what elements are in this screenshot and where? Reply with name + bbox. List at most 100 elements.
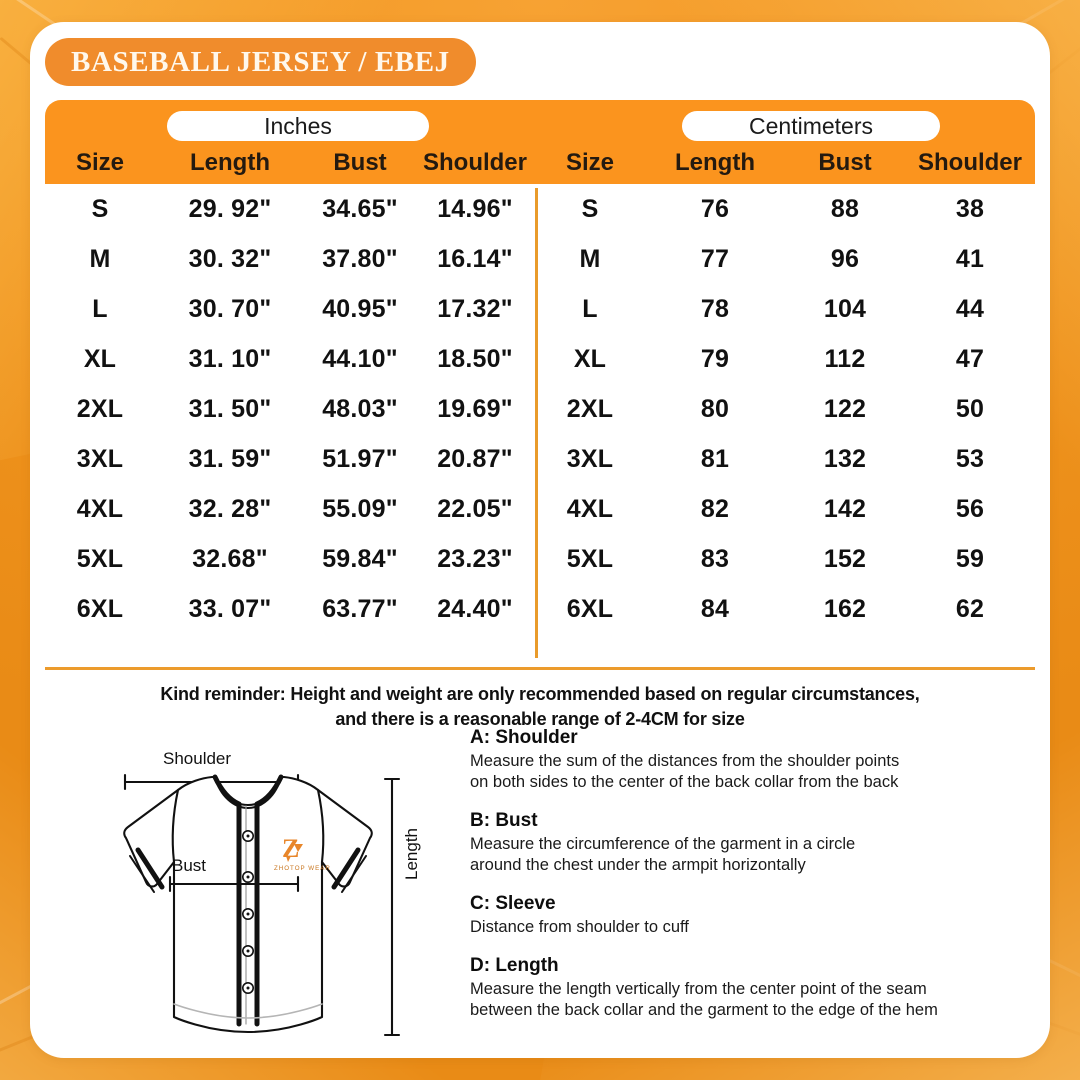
header-size: Size xyxy=(75,149,125,176)
cell-bust: 88 xyxy=(830,194,860,223)
diagram-label-shoulder: Shoulder xyxy=(163,749,232,768)
table-row: 5XL 32.68" 59.84" 23.23" xyxy=(45,534,535,584)
cell-bust: 142 xyxy=(823,494,867,523)
size-chart-card: BASEBALL JERSEY / EBEJ Inches Centimeter… xyxy=(30,22,1050,1058)
cell-bust: 34.65" xyxy=(322,194,398,223)
kind-reminder: Kind reminder: Height and weight are onl… xyxy=(70,682,1010,732)
instruction-line-2: on both sides to the center of the back … xyxy=(470,773,899,791)
instruction-body: Measure the sum of the distances from th… xyxy=(470,751,1040,793)
table-row: M 30. 32" 37.80" 16.14" xyxy=(45,234,535,284)
cell-size: 3XL xyxy=(566,444,614,473)
table-row: 4XL 82 142 56 xyxy=(535,484,1035,534)
unit-badge-centimeters: Centimeters xyxy=(682,111,940,141)
cell-length: 31. 50" xyxy=(188,394,272,423)
cell-shoulder: 22.05" xyxy=(437,494,513,523)
page-title-text: BASEBALL JERSEY / EBEJ xyxy=(71,45,450,78)
cell-size: M xyxy=(89,244,111,273)
cell-length: 32. 28" xyxy=(188,494,272,523)
cell-shoulder: 19.69" xyxy=(437,394,513,423)
header-bust: Bust xyxy=(818,149,872,176)
table-row: L 30. 70" 40.95" 17.32" xyxy=(45,284,535,334)
cell-bust: 55.09" xyxy=(322,494,398,523)
table-row: 4XL 32. 28" 55.09" 22.05" xyxy=(45,484,535,534)
jersey-measurement-diagram: Z ZHOTOP WEAR Shoulder Bust Length xyxy=(50,732,475,1057)
cell-bust: 48.03" xyxy=(322,394,398,423)
cell-bust: 112 xyxy=(824,344,866,373)
cell-shoulder: 41 xyxy=(955,244,985,273)
cell-bust: 96 xyxy=(830,244,860,273)
cell-shoulder: 56 xyxy=(955,494,985,523)
cell-shoulder: 59 xyxy=(955,544,985,573)
cell-length: 82 xyxy=(700,494,730,523)
table-row: L 78 104 44 xyxy=(535,284,1035,334)
cell-bust: 162 xyxy=(823,594,867,623)
cell-size: 4XL xyxy=(566,494,614,523)
cell-bust: 40.95" xyxy=(322,294,398,323)
cell-shoulder: 16.14" xyxy=(437,244,513,273)
cell-size: 2XL xyxy=(76,394,124,423)
instruction-title: D: Length xyxy=(470,955,559,976)
cell-length: 30. 70" xyxy=(188,294,272,323)
cell-shoulder: 23.23" xyxy=(437,544,513,573)
jersey-illustration-icon: Z ZHOTOP WEAR xyxy=(123,773,401,1037)
cell-size: 3XL xyxy=(76,444,124,473)
instruction-line-1: Distance from shoulder to cuff xyxy=(470,918,689,936)
cell-length: 78 xyxy=(700,294,730,323)
header-length: Length xyxy=(190,149,270,176)
unit-badge-inches: Inches xyxy=(167,111,429,141)
instruction-title: A: Shoulder xyxy=(470,727,578,748)
cell-bust: 132 xyxy=(823,444,867,473)
table-row: 6XL 33. 07" 63.77" 24.40" xyxy=(45,584,535,634)
header-length: Length xyxy=(675,149,755,176)
table-row: S 29. 92" 34.65" 14.96" xyxy=(45,184,535,234)
table-row: 6XL 84 162 62 xyxy=(535,584,1035,634)
cell-size: S xyxy=(91,194,109,223)
unit-badge-inches-label: Inches xyxy=(264,112,332,139)
cell-length: 76 xyxy=(700,194,730,223)
table-row: M 77 96 41 xyxy=(535,234,1035,284)
button-icon xyxy=(242,830,255,995)
cell-size: L xyxy=(92,294,108,323)
cell-shoulder: 20.87" xyxy=(437,444,513,473)
instruction-line-1: Measure the sum of the distances from th… xyxy=(470,752,900,770)
instruction-title: C: Sleeve xyxy=(470,893,556,914)
cell-bust: 122 xyxy=(823,394,867,423)
instruction-line-1: Measure the length vertically from the c… xyxy=(470,980,927,998)
svg-text:ZHOTOP WEAR: ZHOTOP WEAR xyxy=(274,865,331,872)
cell-length: 81 xyxy=(700,444,730,473)
cell-length: 31. 10" xyxy=(188,344,272,373)
cell-length: 84 xyxy=(700,594,730,623)
cell-shoulder: 17.32" xyxy=(437,294,513,323)
cell-length: 33. 07" xyxy=(188,594,272,623)
table-row: 2XL 31. 50" 48.03" 19.69" xyxy=(45,384,535,434)
header-shoulder: Shoulder xyxy=(917,149,1022,176)
cell-length: 83 xyxy=(700,544,730,573)
size-table-metric: S 76 88 38 M 77 96 41 L 78 104 44 XL 79 112 47 2XL 80 122 5… xyxy=(535,184,1035,664)
cell-shoulder: 24.40" xyxy=(437,594,513,623)
table-row: XL 31. 10" 44.10" 18.50" xyxy=(45,334,535,384)
svg-text:Z: Z xyxy=(282,834,299,863)
instruction-body: Measure the circumference of the garment… xyxy=(470,834,1040,876)
kind-reminder-line-1: Kind reminder: Height and weight are onl… xyxy=(160,684,920,704)
page-title: BASEBALL JERSEY / EBEJ xyxy=(45,38,476,86)
cell-size: 6XL xyxy=(76,594,124,623)
kind-reminder-line-2: and there is a reasonable range of 2-4CM… xyxy=(335,709,745,729)
header-size: Size xyxy=(565,149,615,176)
table-row: 3XL 81 132 53 xyxy=(535,434,1035,484)
header-shoulder: Shoulder xyxy=(422,149,527,176)
cell-length: 29. 92" xyxy=(188,194,272,223)
diagram-label-bust: Bust xyxy=(172,856,207,875)
table-row: S 76 88 38 xyxy=(535,184,1035,234)
table-row: XL 79 112 47 xyxy=(535,334,1035,384)
cell-bust: 104 xyxy=(823,294,867,323)
cell-length: 30. 32" xyxy=(188,244,272,273)
instruction-block: C: Sleeve Distance from shoulder to cuff xyxy=(470,893,1040,938)
size-table-imperial: S 29. 92" 34.65" 14.96" M 30. 32" 37.80" 16.14"… xyxy=(45,184,535,664)
cell-size: 2XL xyxy=(566,394,614,423)
cell-shoulder: 38 xyxy=(955,194,985,223)
cell-size: M xyxy=(579,244,601,273)
cell-size: 5XL xyxy=(566,544,614,573)
cell-length: 31. 59" xyxy=(188,444,272,473)
instruction-line-1: Measure the circumference of the garment… xyxy=(470,835,856,853)
instruction-line-2: between the back collar and the garment … xyxy=(470,1001,938,1019)
